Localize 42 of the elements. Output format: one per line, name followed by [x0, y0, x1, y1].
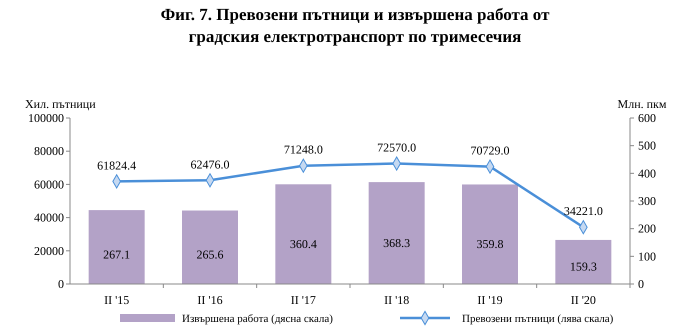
- y-tick-label: 60000: [34, 177, 64, 192]
- x-tick-label: II '20: [570, 293, 596, 307]
- legend-label: Извършена работа (дясна скала): [182, 313, 334, 325]
- data-label: 70729.0: [470, 144, 510, 158]
- y-tick-label: 100000: [28, 111, 64, 125]
- y2-tick-label: 300: [638, 194, 656, 208]
- y2-tick-label: 200: [638, 222, 656, 236]
- y2-tick-label: 100: [638, 249, 656, 264]
- y-tick-label: 20000: [34, 244, 64, 258]
- bar: [368, 182, 425, 284]
- data-label: 62476.0: [190, 157, 230, 172]
- legend-label: Превозени пътници (лява скала): [462, 313, 614, 325]
- data-label: 34221.0: [564, 204, 603, 218]
- bar: [88, 210, 145, 284]
- y-tick-label: 40000: [34, 210, 64, 225]
- bar: [275, 184, 332, 284]
- data-label: 359.8: [476, 237, 504, 252]
- bar: [555, 240, 612, 284]
- x-tick-label: II '16: [197, 293, 223, 307]
- data-label: 71248.0: [284, 142, 323, 157]
- y2-tick-label: 600: [638, 111, 656, 125]
- data-label: 61824.4: [97, 158, 136, 172]
- data-label: 72570.0: [377, 140, 416, 155]
- y2-axis-title: Млн. пкм: [618, 97, 667, 111]
- bar: [182, 210, 238, 284]
- chart-title: Фиг. 7. Превозени пътници и извършена работа от градския електротранспорт по тримесечия: [160, 5, 550, 46]
- y2-tick-label: 500: [638, 138, 656, 153]
- x-tick-label: II '18: [384, 293, 410, 307]
- data-label: 265.6: [196, 248, 224, 262]
- data-label: 159.3: [570, 259, 597, 274]
- data-label: 368.3: [383, 236, 410, 250]
- y-tick-label: 80000: [34, 144, 64, 158]
- y2-tick-label: 0: [638, 277, 644, 291]
- x-tick-label: II '17: [290, 293, 316, 307]
- y-axis-title: Хил. пътници: [25, 97, 96, 111]
- bar: [462, 184, 518, 284]
- x-tick-label: II '15: [104, 293, 130, 307]
- y-tick-label: 0: [58, 277, 64, 291]
- data-label: 267.1: [103, 247, 130, 262]
- y2-tick-label: 400: [638, 166, 656, 180]
- x-tick-label: II '19: [477, 293, 503, 307]
- data-label: 360.4: [290, 237, 317, 252]
